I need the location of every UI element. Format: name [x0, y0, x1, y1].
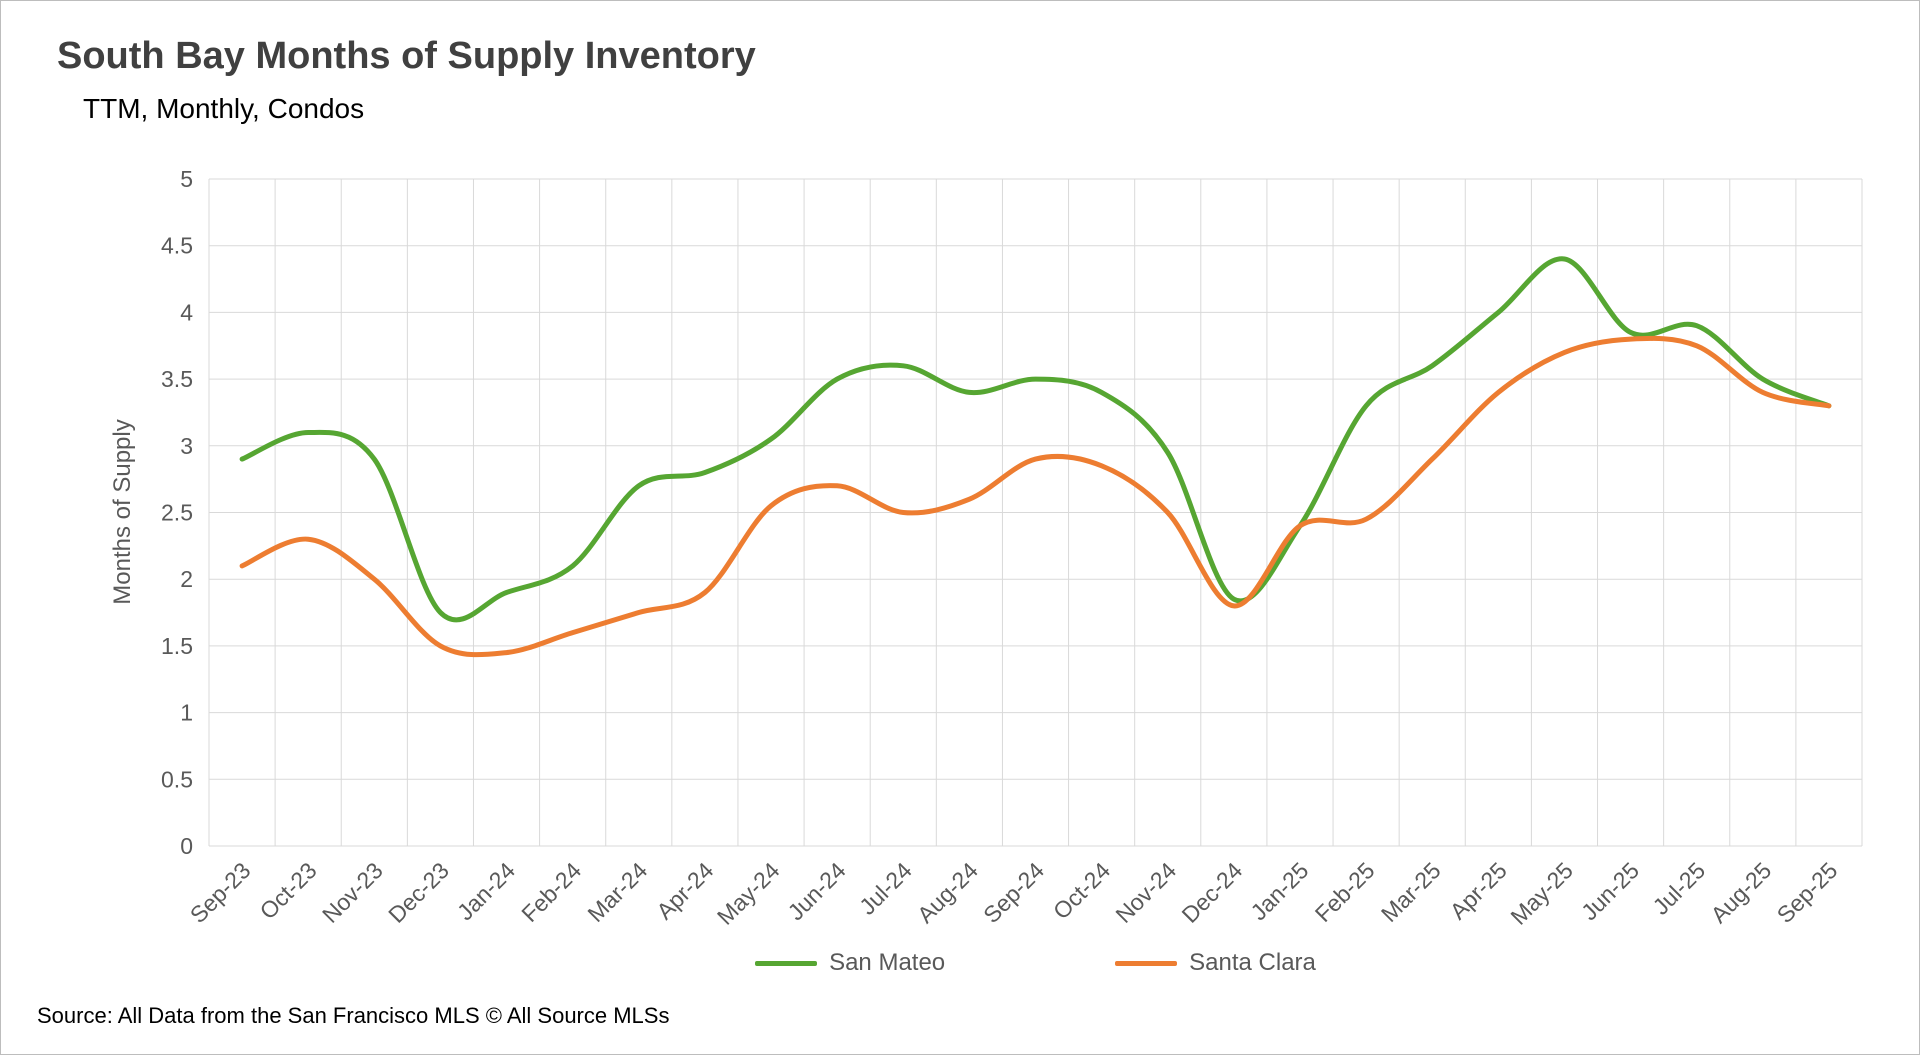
x-tick-label: Nov-24 — [1110, 857, 1181, 928]
legend-label-santa-clara: Santa Clara — [1189, 949, 1316, 976]
x-axis-tick-labels: Sep-23Oct-23Nov-23Dec-23Jan-24Feb-24Mar-… — [185, 857, 1843, 930]
x-tick-label: Oct-24 — [1048, 857, 1115, 924]
y-tick-label: 5 — [180, 166, 193, 192]
series-line-santa-clara — [239, 335, 1832, 658]
y-axis-title: Months of Supply — [109, 419, 136, 605]
y-tick-label: 4.5 — [161, 233, 193, 259]
series-line-san-mateo — [239, 256, 1832, 623]
legend-swatch-san-mateo — [755, 960, 818, 966]
legend-label-san-mateo: San Mateo — [829, 949, 946, 976]
chart-subtitle: TTM, Monthly, Condos — [83, 93, 365, 124]
y-tick-label: 2.5 — [161, 500, 193, 526]
x-tick-label: Dec-24 — [1177, 857, 1248, 928]
legend: San Mateo Santa Clara — [209, 949, 1862, 977]
y-tick-label: 0.5 — [161, 766, 193, 792]
x-tick-label: Aug-25 — [1706, 857, 1777, 928]
x-tick-label: Dec-23 — [383, 857, 454, 928]
y-tick-label: 0 — [180, 833, 193, 859]
y-axis-tick-labels: 0 0.5 1 1.5 2 2.5 3 3.5 4 4.5 5 — [161, 166, 193, 859]
x-tick-label: May-25 — [1505, 857, 1578, 930]
x-tick-label: Apr-25 — [1445, 857, 1512, 924]
chart-title: South Bay Months of Supply Inventory — [57, 35, 756, 77]
x-tick-label: Oct-23 — [255, 857, 322, 924]
y-tick-label: 2 — [180, 566, 193, 592]
legend-swatch-santa-clara — [1115, 960, 1178, 966]
x-tick-label: Jan-25 — [1245, 857, 1313, 925]
x-tick-label: Jan-24 — [452, 857, 520, 925]
x-tick-label: Mar-25 — [1376, 857, 1446, 927]
x-tick-label: Jun-24 — [783, 857, 851, 925]
y-tick-label: 4 — [180, 299, 193, 325]
y-tick-label: 3.5 — [161, 366, 193, 392]
x-tick-label: Jul-24 — [854, 857, 917, 920]
x-tick-label: Jul-25 — [1648, 857, 1711, 920]
x-tick-label: Jun-25 — [1576, 857, 1644, 925]
gridlines — [208, 178, 1863, 847]
y-tick-label: 1 — [180, 700, 193, 726]
legend-item-san-mateo: San Mateo — [755, 949, 945, 977]
y-tick-label: 3 — [180, 433, 193, 459]
x-tick-label: Sep-24 — [978, 857, 1049, 928]
x-tick-label: Nov-23 — [317, 857, 388, 928]
legend-item-santa-clara: Santa Clara — [1115, 949, 1316, 977]
series-lines — [239, 256, 1832, 658]
x-tick-label: May-24 — [712, 857, 785, 930]
source-note: Source: All Data from the San Francisco … — [37, 1003, 670, 1028]
x-tick-label: Sep-25 — [1772, 857, 1843, 928]
x-tick-label: Mar-24 — [582, 857, 652, 927]
x-tick-label: Apr-24 — [651, 857, 718, 924]
x-tick-label: Feb-25 — [1310, 857, 1380, 927]
y-tick-label: 1.5 — [161, 633, 193, 659]
x-tick-label: Sep-23 — [185, 857, 256, 928]
x-tick-label: Aug-24 — [912, 857, 983, 928]
x-tick-label: Feb-24 — [516, 857, 586, 927]
